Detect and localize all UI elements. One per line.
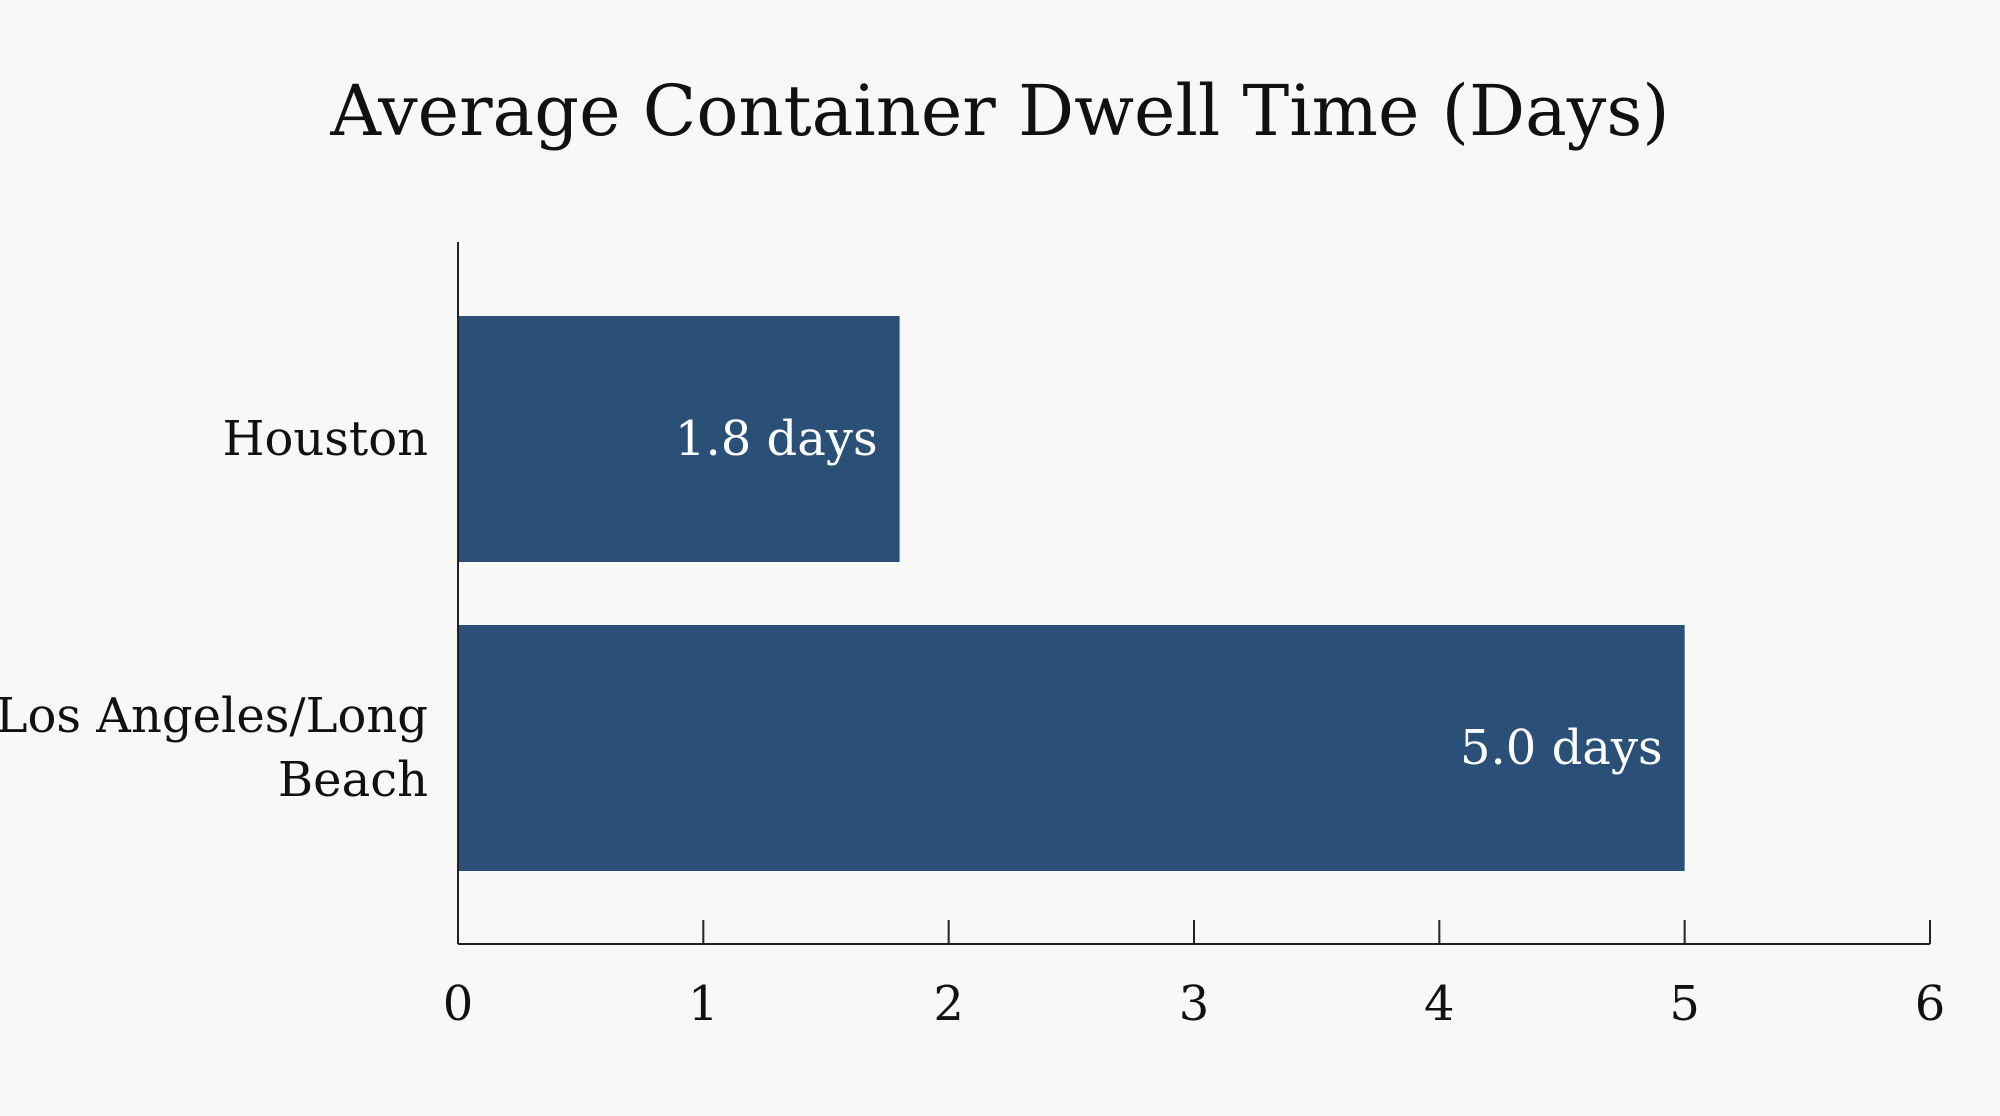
category-label-0-line-0: Houston (223, 411, 428, 467)
x-tick-label-0: 0 (443, 976, 474, 1032)
bar-0 (458, 316, 900, 562)
x-tick-label-3: 3 (1179, 976, 1210, 1032)
x-tick-label-1: 1 (688, 976, 719, 1032)
x-tick-label-4: 4 (1424, 976, 1455, 1032)
x-tick-label-5: 5 (1669, 976, 1700, 1032)
x-tick-label-2: 2 (933, 976, 964, 1032)
bars-layer: 1.8 days Houston 5.0 days Los Angeles/Long B… (0, 316, 1685, 871)
category-label-0: Houston (223, 411, 428, 467)
data-label-1: 5.0 days (1460, 720, 1663, 776)
category-label-1-line-0: Los Angeles/Long (0, 688, 428, 744)
chart-title: Average Container Dwell Time (Days) (329, 70, 1669, 152)
category-label-1: Los Angeles/Long Beach (0, 688, 428, 808)
category-label-1-line-1: Beach (278, 752, 428, 808)
x-tick-label-6: 6 (1915, 976, 1946, 1032)
data-label-0: 1.8 days (675, 411, 878, 467)
axes-layer: 0 1 2 3 4 5 6 (443, 242, 1946, 1032)
bar-1 (458, 625, 1685, 871)
